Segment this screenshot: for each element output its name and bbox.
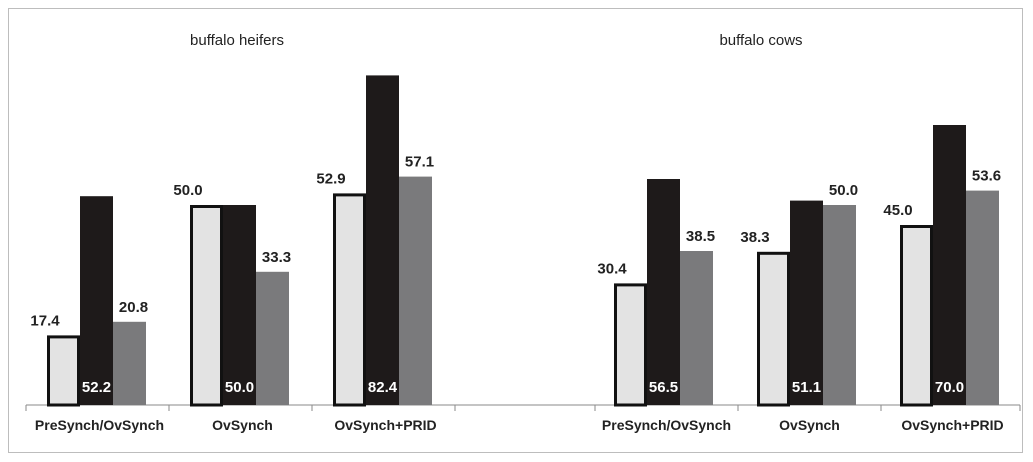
category-label: OvSynch+PRID [334, 417, 436, 433]
data-label: 56.5 [649, 379, 678, 396]
bar-series-1 [614, 283, 647, 407]
group-title: buffalo heifers [190, 32, 284, 49]
bar-series-1 [190, 205, 223, 407]
bar-series-3 [399, 176, 432, 405]
category-label: OvSynch [779, 417, 840, 433]
data-label: 38.5 [686, 228, 715, 245]
bar-series-1 [47, 335, 80, 407]
data-label: 51.1 [792, 379, 821, 396]
category-label: OvSynch [212, 417, 273, 433]
data-label: 30.4 [597, 260, 627, 277]
data-label: 52.2 [82, 379, 111, 396]
category-label: PreSynch/OvSynch [602, 417, 731, 433]
bar-series-2 [80, 196, 113, 405]
data-label: 50.0 [173, 182, 202, 199]
data-label: 17.4 [30, 312, 60, 329]
bar-series-3 [966, 190, 999, 405]
bar-series-2 [647, 179, 680, 405]
bar-series-2 [790, 200, 823, 405]
data-label: 57.1 [405, 154, 434, 171]
data-label: 20.8 [119, 299, 148, 316]
data-label: 50.0 [225, 379, 254, 396]
group-title: buffalo cows [719, 32, 802, 49]
data-label: 70.0 [935, 379, 964, 396]
data-label: 38.3 [740, 229, 769, 246]
bar-series-1 [900, 225, 933, 407]
data-label: 52.9 [316, 170, 345, 187]
chart-frame [8, 8, 1023, 453]
bar-series-2 [366, 75, 399, 406]
data-label: 50.0 [829, 182, 858, 199]
bar-series-3 [680, 251, 713, 405]
bar-series-3 [256, 271, 289, 405]
bar-series-3 [823, 205, 856, 405]
data-label: 45.0 [883, 202, 912, 219]
data-label: 53.6 [972, 168, 1001, 185]
bar-series-2 [223, 205, 256, 405]
data-label: 82.4 [368, 379, 398, 396]
category-label: PreSynch/OvSynch [35, 417, 164, 433]
bar-series-2 [933, 125, 966, 405]
bar-series-1 [757, 251, 790, 407]
data-label: 33.3 [262, 249, 291, 266]
bar-series-3 [113, 321, 146, 405]
bar-series-1 [333, 193, 366, 407]
category-label: OvSynch+PRID [901, 417, 1003, 433]
